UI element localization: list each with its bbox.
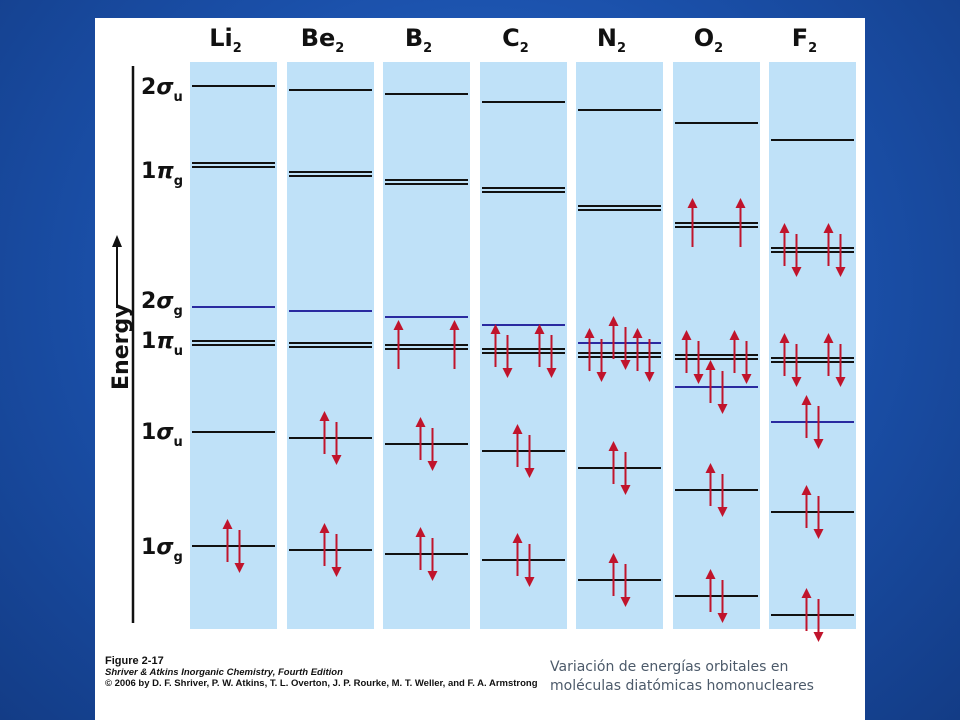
slide-panel: Li2 Be2 B2 C2 N2 O2 F2 2σu 1πg 2σg 1πu 1σu 1σg Ener…	[95, 18, 865, 720]
molecule-header-c: C2	[502, 24, 529, 56]
slide-note-line-1: Variación de energías orbitales en	[550, 659, 789, 675]
molecule-column-c	[480, 62, 567, 629]
orbital-label: 1σu	[141, 420, 183, 450]
figure-number: Figure 2-17	[105, 655, 164, 667]
energy-axis-label: Energy	[109, 303, 134, 390]
figure-caption: Figure 2-17 Shriver & Atkins Inorganic C…	[105, 655, 565, 690]
orbital-label: 1πu	[141, 329, 183, 359]
slide-note-line-2: moléculas diatómicas homonucleares	[550, 678, 814, 694]
molecule-header-n: N2	[597, 24, 626, 56]
orbital-label: 2σu	[141, 75, 183, 105]
orbital-label: 1πg	[141, 159, 183, 189]
energy-axis-arrowhead	[112, 235, 122, 247]
molecule-column-be	[287, 62, 374, 629]
figure-source: Shriver & Atkins Inorganic Chemistry, Fo…	[105, 667, 343, 678]
mo-energy-diagram: Li2 Be2 B2 C2 N2 O2 F2 2σu 1πg 2σg 1πu 1σu 1σg Ener…	[109, 24, 856, 642]
molecule-header-o: O2	[694, 24, 723, 56]
molecule-header-be: Be2	[301, 24, 345, 56]
molecule-header-b: B2	[405, 24, 432, 56]
molecule-column-f	[769, 62, 856, 629]
slide-note: Variación de energías orbitales en moléc…	[550, 658, 870, 696]
orbital-label: 1σg	[141, 535, 183, 565]
figure-copyright: © 2006 by D. F. Shriver, P. W. Atkins, T…	[105, 678, 538, 689]
orbital-label: 2σg	[141, 289, 183, 319]
molecule-header-f: F2	[792, 24, 817, 56]
molecule-header-li: Li2	[209, 24, 242, 56]
